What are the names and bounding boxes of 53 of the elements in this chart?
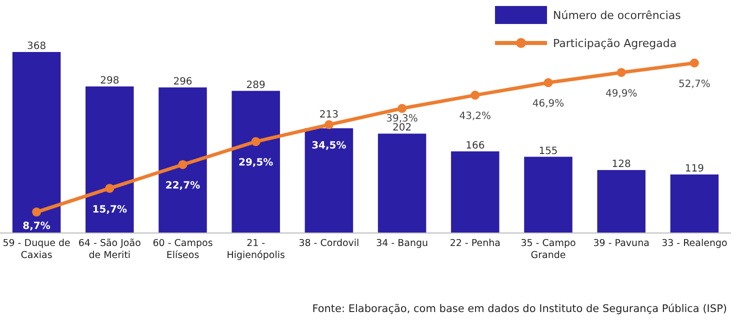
point: [251, 137, 260, 146]
bar: [524, 156, 572, 233]
point: [690, 58, 699, 68]
data-label: 296: [173, 76, 192, 88]
data-label: 368: [27, 41, 46, 52]
data-label: 128: [612, 159, 631, 170]
x-tick-label: 35 - Campo Grande: [520, 238, 576, 261]
point: [32, 208, 42, 217]
x-tick-label: 39 - Pavuna: [593, 238, 650, 249]
bar: [232, 90, 280, 233]
bar: [597, 170, 646, 233]
x-tick-label: 33 - Realengo: [662, 238, 728, 249]
bar: [86, 86, 134, 233]
bar: [304, 128, 354, 233]
data-label: 43,2%: [459, 111, 492, 122]
data-label: 289: [246, 80, 266, 91]
data-label: 34,5%: [312, 140, 346, 152]
point: [398, 104, 407, 113]
data-label: 8,7%: [22, 221, 50, 232]
data-label: 22,7%: [165, 180, 200, 192]
data-label: 52,7%: [678, 79, 710, 90]
data-label: 49,9%: [605, 88, 638, 100]
x-tick-label: 38 - Cordovil: [298, 238, 360, 249]
bar: [670, 174, 719, 233]
data-label: 166: [466, 140, 485, 152]
source-note: Fonte: Elaboração, com base em dados do Instituto de Segurança Pública (ISP): [312, 303, 727, 315]
data-label: 155: [538, 146, 558, 157]
legend-label: Participação Agregada: [553, 37, 677, 50]
point: [324, 120, 334, 130]
bar: [158, 87, 207, 233]
bar: [451, 151, 500, 233]
point: [470, 90, 480, 100]
x-tick-label: 60 - Campos Elíseos: [152, 238, 213, 261]
data-label: 213: [319, 110, 338, 121]
x-tick-label: 34 - Bangu: [376, 238, 428, 249]
point: [105, 184, 114, 193]
data-label: 29,5%: [238, 158, 274, 169]
bar: [378, 134, 426, 233]
x-tick-label: 21 - Higienópolis: [226, 238, 285, 261]
x-tick-label: 64 - São João de Meriti: [78, 238, 142, 261]
data-label: 298: [100, 75, 120, 86]
bar: [12, 52, 61, 233]
point: [178, 160, 188, 170]
x-tick-label: 22 - Penha: [450, 238, 500, 249]
data-label: 39,3%: [386, 113, 418, 124]
data-label: 119: [684, 163, 704, 174]
data-label: 46,9%: [532, 98, 564, 110]
point: [616, 68, 626, 77]
x-tick-label: 59 - Duque de Caxias: [2, 238, 71, 261]
data-label: 15,7%: [92, 204, 127, 216]
point: [544, 78, 553, 88]
legend-label: Número de ocorrências: [553, 9, 682, 22]
data-label: 202: [392, 122, 412, 134]
